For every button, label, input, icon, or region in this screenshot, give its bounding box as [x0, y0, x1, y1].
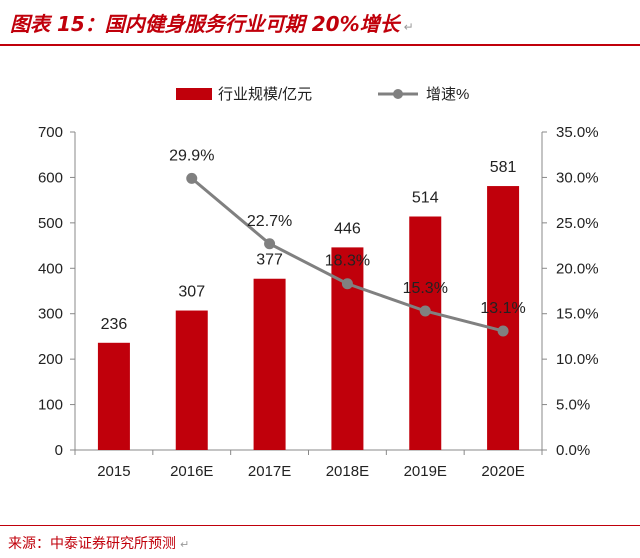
- y-left-tick-label: 0: [55, 442, 63, 459]
- x-category-label: 2020E: [481, 463, 524, 480]
- legend-swatch-bar: [176, 88, 212, 100]
- growth-point: [341, 278, 353, 290]
- y-left-tick-label: 500: [38, 215, 63, 232]
- bar-value-label: 446: [334, 220, 361, 237]
- figure-header: 图表 15：国内健身服务行业可期 20%增长 ↵: [0, 0, 640, 44]
- figure-title: 图表 15：国内健身服务行业可期 20%增长 ↵: [10, 8, 414, 37]
- y-right-tick-label: 25.0%: [556, 215, 599, 232]
- bar: [409, 216, 442, 450]
- x-category-label: 2018E: [326, 463, 369, 480]
- bar-value-label: 581: [490, 159, 517, 176]
- y-right-tick-label: 30.0%: [556, 169, 599, 186]
- figure-title-text: 图表 15：国内健身服务行业可期 20%增长: [10, 12, 400, 36]
- y-right-tick-label: 15.0%: [556, 306, 599, 323]
- x-category-label: 2016E: [170, 463, 213, 480]
- bar-value-label: 236: [101, 316, 128, 333]
- title-divider: [0, 44, 640, 46]
- y-right-tick-label: 5.0%: [556, 397, 590, 414]
- x-category-label: 2019E: [404, 463, 447, 480]
- source-text: 来源：中泰证券研究所预测: [8, 536, 176, 552]
- growth-value-label: 13.1%: [480, 300, 525, 317]
- growth-value-label: 15.3%: [403, 280, 448, 297]
- return-mark-icon: ↵: [403, 20, 414, 34]
- bar-value-label: 377: [256, 252, 283, 269]
- y-left-tick-label: 300: [38, 306, 63, 323]
- return-mark-icon: ↵: [180, 538, 190, 551]
- y-left-tick-label: 400: [38, 260, 63, 277]
- y-left-tick-label: 100: [38, 397, 63, 414]
- bar: [253, 278, 286, 450]
- x-category-label: 2017E: [248, 463, 291, 480]
- growth-value-label: 18.3%: [325, 253, 370, 270]
- y-left-tick-label: 600: [38, 169, 63, 186]
- y-right-tick-label: 35.0%: [556, 124, 599, 141]
- y-right-tick-label: 20.0%: [556, 260, 599, 277]
- source-note: 来源：中泰证券研究所预测 ↵: [8, 533, 189, 553]
- bar: [97, 342, 130, 450]
- y-left-tick-label: 700: [38, 124, 63, 141]
- chart-area: 行业规模/亿元 增速% 0 100 200 300 400 500 600 700 0.0% 5.0%…: [38, 86, 599, 480]
- growth-point: [497, 325, 509, 337]
- growth-value-label: 29.9%: [169, 147, 214, 164]
- legend-label-line: 增速%: [426, 86, 469, 103]
- source-divider: [0, 525, 640, 526]
- x-category-label: 2015: [97, 463, 130, 480]
- bar-value-label: 514: [412, 189, 439, 206]
- bar-value-label: 307: [178, 284, 205, 301]
- y-left-tick-label: 200: [38, 351, 63, 368]
- bar: [175, 310, 208, 450]
- legend-marker-line: [393, 89, 403, 99]
- growth-point: [419, 305, 431, 317]
- growth-point: [186, 172, 198, 184]
- legend-label-bar: 行业规模/亿元: [218, 86, 312, 103]
- growth-value-label: 22.7%: [247, 213, 292, 230]
- bar: [487, 186, 520, 450]
- y-right-tick-label: 0.0%: [556, 442, 590, 459]
- growth-point: [264, 238, 276, 250]
- y-right-tick-label: 10.0%: [556, 351, 599, 368]
